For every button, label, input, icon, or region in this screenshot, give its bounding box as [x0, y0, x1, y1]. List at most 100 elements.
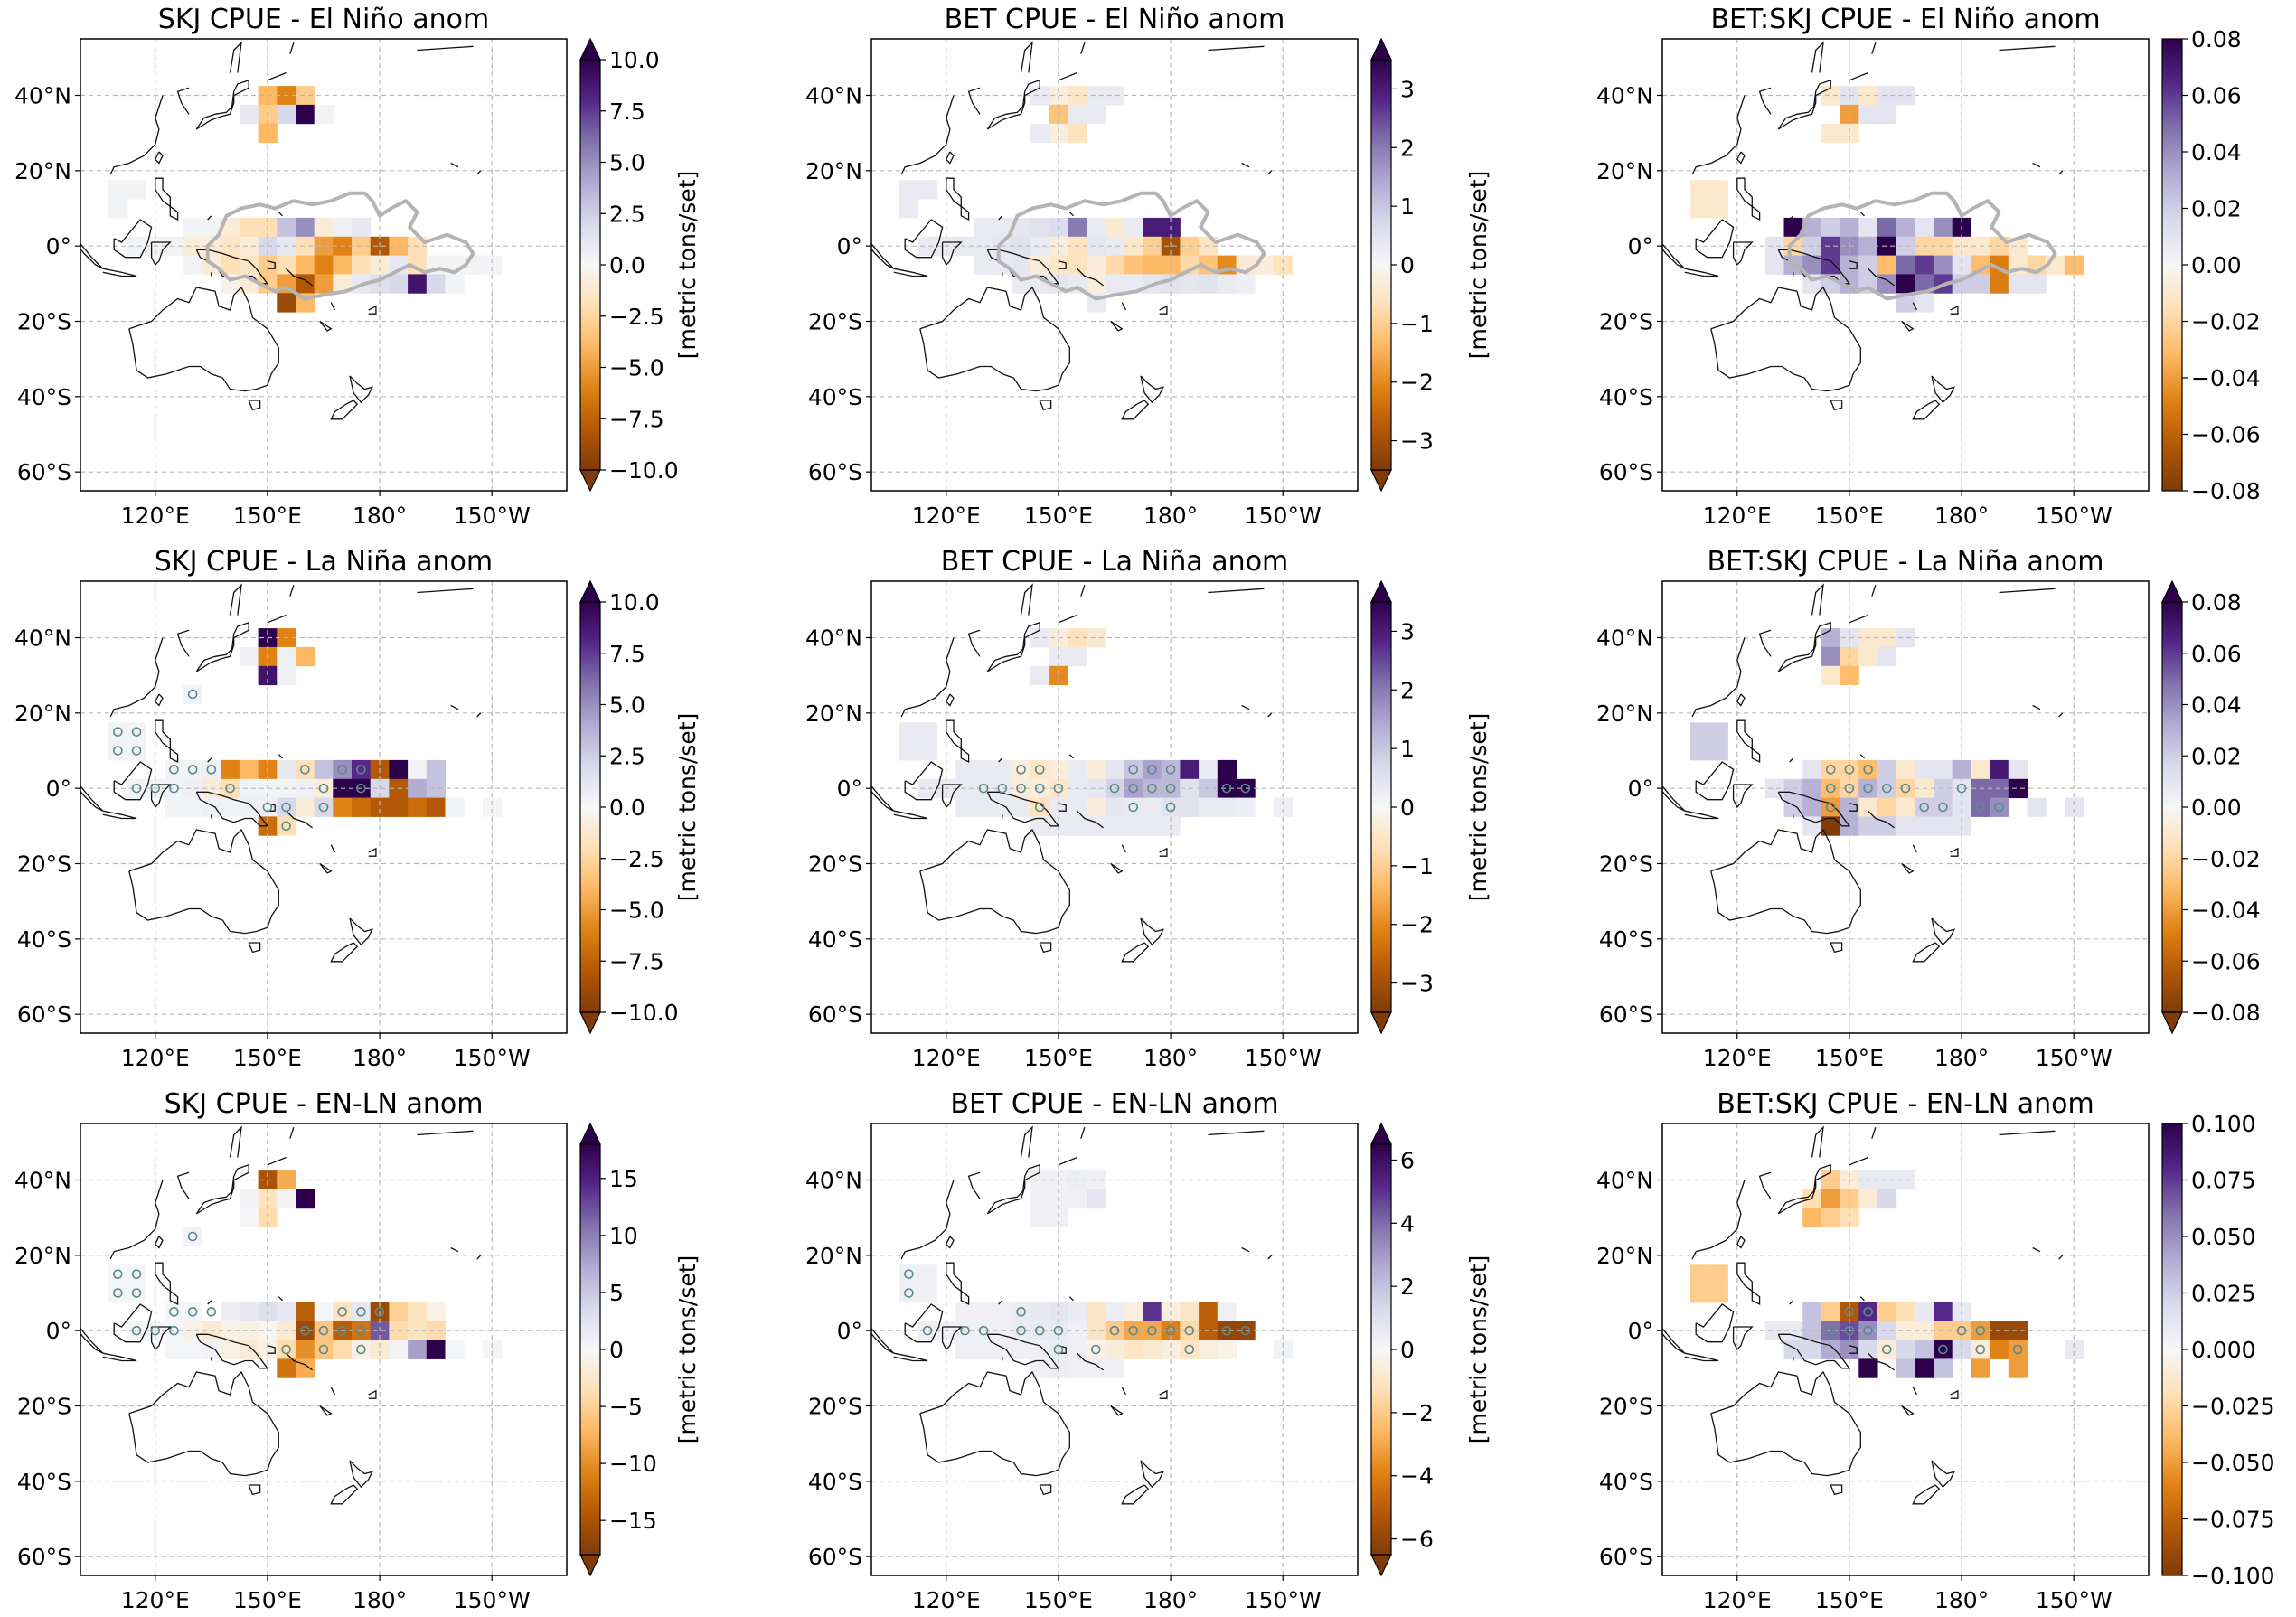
data-cell [1012, 255, 1031, 275]
data-cell [955, 1302, 975, 1322]
significance-marker [1863, 1325, 1873, 1336]
colorbar-tick-label: 5 [609, 1280, 624, 1306]
data-cell [1049, 255, 1068, 275]
data-cell [426, 759, 446, 780]
colorbar-tick-label: 0.08 [2191, 26, 2242, 52]
coastline [967, 1171, 981, 1199]
coastline [900, 637, 955, 718]
coastline [176, 629, 190, 657]
colorbar-tick-label: 0.06 [2191, 641, 2242, 667]
data-cell [258, 665, 278, 686]
data-cell [917, 1264, 937, 1284]
data-cell [1821, 1208, 1841, 1228]
lat-tick-label: 40°N [805, 625, 862, 652]
data-cell [352, 255, 372, 275]
coastline [1121, 1387, 1126, 1396]
colorbar-tick-label: 5.0 [609, 692, 645, 719]
data-cell [314, 274, 334, 294]
coastline [1691, 95, 1746, 175]
coastline [417, 1130, 474, 1136]
colorbar-extend-min [1370, 469, 1392, 493]
data-cell [1217, 759, 1237, 780]
map-area [1662, 1123, 2149, 1575]
colorbar-fill [2162, 1123, 2182, 1575]
coastline [893, 810, 928, 820]
data-cell [1934, 1358, 1953, 1378]
data-cell [955, 1340, 975, 1359]
data-cell [2008, 274, 2028, 294]
data-cell [1105, 274, 1124, 294]
coastline [248, 942, 261, 954]
coastline [1868, 810, 1895, 829]
map-panel: SKJ CPUE - La Niña anom 40°N 20°N 0° 20°S 40°… [14, 546, 701, 1071]
colorbar-tick-label: 0.00 [2191, 252, 2242, 278]
significance-marker [1165, 765, 1176, 775]
coastline [195, 621, 249, 672]
coastline [941, 1326, 963, 1351]
significance-marker [1863, 1307, 1873, 1317]
data-cell [974, 1321, 993, 1341]
coastline [319, 1405, 333, 1416]
data-cell [1087, 1321, 1106, 1341]
colorbar-tick-label: 0 [609, 1337, 624, 1363]
data-cell [183, 236, 202, 257]
data-cell [1896, 759, 1915, 780]
colorbar-tick-label: 0.04 [2191, 692, 2242, 719]
coastline [278, 212, 283, 217]
colorbar-extend-min [1370, 1011, 1392, 1035]
data-cell [1821, 1189, 1841, 1209]
significance-marker [1128, 783, 1138, 794]
data-cell [899, 199, 919, 219]
coastline [1077, 810, 1104, 829]
significance-marker [337, 1307, 347, 1317]
significance-marker [1053, 1344, 1064, 1355]
significance-marker [2012, 1344, 2023, 1355]
data-cell [955, 759, 975, 780]
coastline [150, 241, 172, 267]
map-frame [80, 38, 568, 492]
colorbar-extend-max [579, 1122, 601, 1145]
significance-marker [187, 689, 198, 700]
data-cell [202, 759, 221, 780]
coastline [1208, 588, 1265, 594]
coastline [1691, 637, 1746, 718]
lon-tick-label: 150°E [1024, 503, 1093, 529]
data-cell [1030, 255, 1050, 275]
colorbar-tick-label: −0.04 [2191, 365, 2261, 391]
colorbar-tick-label: 0.02 [2191, 743, 2242, 769]
colorbar-fill [1371, 1144, 1391, 1555]
coastline [155, 693, 164, 707]
coastline [113, 219, 153, 259]
coastline [155, 1236, 164, 1249]
lon-tick-label: 150°W [2036, 1045, 2113, 1071]
map-frame [1661, 38, 2150, 492]
lat-tick-label: 20°N [1596, 1243, 1653, 1269]
data-cell [1012, 759, 1031, 780]
data-cell [1273, 255, 1294, 275]
map-area [1662, 581, 2149, 1033]
data-cell [239, 1302, 259, 1322]
coastline [349, 917, 373, 946]
data-cell [1087, 797, 1106, 817]
data-cell [1087, 217, 1106, 238]
data-cell [370, 255, 390, 275]
coastline [1140, 1460, 1164, 1489]
colorbar-tick-label: 0.00 [2191, 794, 2242, 821]
colorbar-tick-label: 3 [1400, 618, 1415, 644]
coastline [417, 45, 474, 52]
significance-marker [1147, 765, 1157, 775]
lon-tick-label: 150°W [2036, 503, 2113, 529]
colorbar-tick-label: −2.5 [609, 846, 664, 872]
data-cell [389, 274, 409, 294]
lat-tick-label: 40°N [14, 83, 71, 109]
coastline [1758, 629, 1772, 657]
data-cell [993, 759, 1012, 780]
significance-marker [1844, 1325, 1855, 1336]
data-cell [1858, 1340, 1878, 1359]
coastline [450, 1246, 459, 1253]
data-cell [1877, 104, 1897, 125]
significance-marker [978, 783, 989, 794]
data-cell [445, 797, 465, 817]
colorbar-tick-label: 1 [1400, 736, 1415, 762]
colorbar-tick-label: −2 [1400, 370, 1434, 396]
